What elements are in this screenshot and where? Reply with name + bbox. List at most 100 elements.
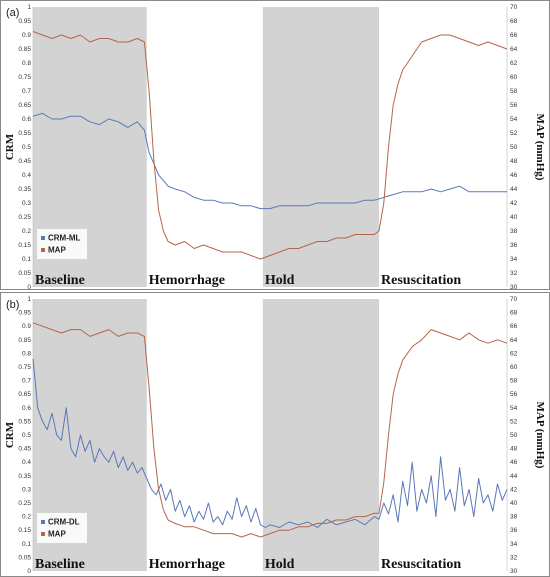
left-tick-label: 0.3 — [22, 200, 31, 207]
left-tick-label: 0.25 — [18, 500, 31, 507]
phase-label-resuscitation: Resuscitation — [381, 557, 461, 572]
right-tick-label: 52 — [510, 130, 518, 137]
left-tick-label: 0.05 — [18, 554, 31, 561]
left-tick-label: 0.8 — [22, 60, 31, 67]
series-line-map — [32, 31, 508, 260]
left-tick-label: 0.45 — [18, 446, 31, 453]
phase-label-hold: Hold — [265, 557, 295, 572]
left-tick-label: 0.6 — [22, 405, 31, 412]
y-axis-left-title: CRM — [4, 133, 16, 160]
left-tick-label: 0.15 — [18, 527, 31, 534]
left-tick-label: 0.55 — [18, 418, 31, 425]
right-tick-label: 46 — [510, 459, 518, 466]
left-tick-label: 0.85 — [18, 46, 31, 53]
chart-panel-b: 0 0.05 0.1 0.15 0.2 0.25 0.3 0.35 0.4 0.45 0.5 0.55… — [0, 292, 550, 577]
right-tick-label: 58 — [510, 378, 518, 385]
series-line-crm-dl — [32, 358, 508, 528]
right-tick-label: 46 — [510, 172, 518, 179]
phase-label-baseline: Baseline — [35, 557, 85, 572]
right-tick-label: 34 — [510, 541, 518, 548]
left-tick-label: 0.2 — [22, 514, 31, 521]
legend-box — [37, 229, 87, 259]
right-tick-label: 44 — [510, 186, 518, 193]
right-tick-label: 60 — [510, 364, 518, 371]
left-tick-label: 0.8 — [22, 350, 31, 357]
series-line-crm-ml — [32, 112, 507, 210]
right-tick-label: 50 — [510, 432, 518, 439]
left-tick-label: 0.35 — [18, 186, 31, 193]
left-tick-label: 0.35 — [18, 473, 31, 480]
panel-label: (a) — [6, 7, 19, 19]
phase-label-baseline: Baseline — [35, 273, 85, 288]
left-tick-label: 0.05 — [18, 270, 31, 277]
right-tick-label: 48 — [510, 446, 518, 453]
right-tick-label: 42 — [510, 200, 518, 207]
right-tick-label: 40 — [510, 214, 518, 221]
left-tick-label: 0.7 — [22, 88, 31, 95]
right-tick-label: 70 — [510, 4, 518, 11]
right-tick-label: 42 — [510, 486, 518, 493]
right-tick-label: 48 — [510, 158, 518, 165]
right-tick-label: 30 — [510, 284, 518, 291]
y-axis-right-title: MAP (mmHg) — [534, 402, 546, 469]
left-tick-label: 0.75 — [18, 364, 31, 371]
y-axis-left-title: CRM — [4, 421, 16, 448]
left-tick-label: 0.7 — [22, 378, 31, 385]
panel-label: (b) — [6, 299, 19, 311]
left-tick-label: 0.9 — [22, 32, 31, 39]
legend: CRM-ML MAP — [37, 229, 87, 259]
right-tick-label: 64 — [510, 337, 518, 344]
legend-entry: CRM-ML — [48, 234, 81, 243]
right-tick-label: 44 — [510, 473, 518, 480]
right-tick-label: 58 — [510, 88, 518, 95]
legend-swatch — [41, 236, 45, 240]
left-tick-label: 0.9 — [22, 323, 31, 330]
right-tick-label: 70 — [510, 296, 518, 303]
left-tick-label: 0.5 — [22, 144, 31, 151]
legend: CRM-DL MAP — [37, 513, 87, 543]
right-tick-label: 54 — [510, 405, 518, 412]
series-line-map — [32, 322, 508, 538]
legend-entry: MAP — [48, 246, 66, 255]
right-tick-label: 36 — [510, 242, 518, 249]
right-tick-label: 38 — [510, 514, 518, 521]
right-tick-label: 34 — [510, 256, 518, 263]
right-tick-label: 62 — [510, 350, 518, 357]
left-tick-label: 0.1 — [22, 256, 31, 263]
left-tick-label: 0.25 — [18, 214, 31, 221]
legend-entry: MAP — [48, 530, 66, 539]
right-tick-label: 66 — [510, 32, 518, 39]
left-tick-label: 0.2 — [22, 228, 31, 235]
legend-swatch — [41, 248, 45, 252]
left-tick-label: 0.6 — [22, 116, 31, 123]
right-tick-label: 62 — [510, 60, 518, 67]
left-tick-label: 1 — [27, 4, 31, 11]
legend-box — [37, 513, 87, 543]
right-tick-label: 36 — [510, 527, 518, 534]
right-tick-label: 38 — [510, 228, 518, 235]
right-tick-label: 32 — [510, 554, 518, 561]
left-tick-label: 1 — [27, 296, 31, 303]
phase-label-resuscitation: Resuscitation — [381, 273, 461, 288]
phase-label-hold: Hold — [265, 273, 295, 288]
left-tick-label: 0 — [27, 284, 31, 291]
legend-swatch — [41, 532, 45, 536]
legend-entry: CRM-DL — [48, 518, 80, 527]
right-tick-label: 56 — [510, 391, 518, 398]
right-tick-label: 68 — [510, 18, 518, 25]
right-tick-label: 68 — [510, 310, 518, 317]
left-tick-label: 0.1 — [22, 541, 31, 548]
right-tick-label: 50 — [510, 144, 518, 151]
legend-swatch — [41, 520, 45, 524]
right-tick-label: 56 — [510, 102, 518, 109]
right-tick-label: 64 — [510, 46, 518, 53]
right-tick-label: 52 — [510, 418, 518, 425]
left-tick-label: 0.85 — [18, 337, 31, 344]
right-tick-label: 60 — [510, 74, 518, 81]
right-tick-label: 54 — [510, 116, 518, 123]
left-tick-label: 0.65 — [18, 102, 31, 109]
right-tick-label: 66 — [510, 323, 518, 330]
left-tick-label: 0.15 — [18, 242, 31, 249]
y-axis-right-title: MAP (mmHg) — [534, 114, 546, 181]
